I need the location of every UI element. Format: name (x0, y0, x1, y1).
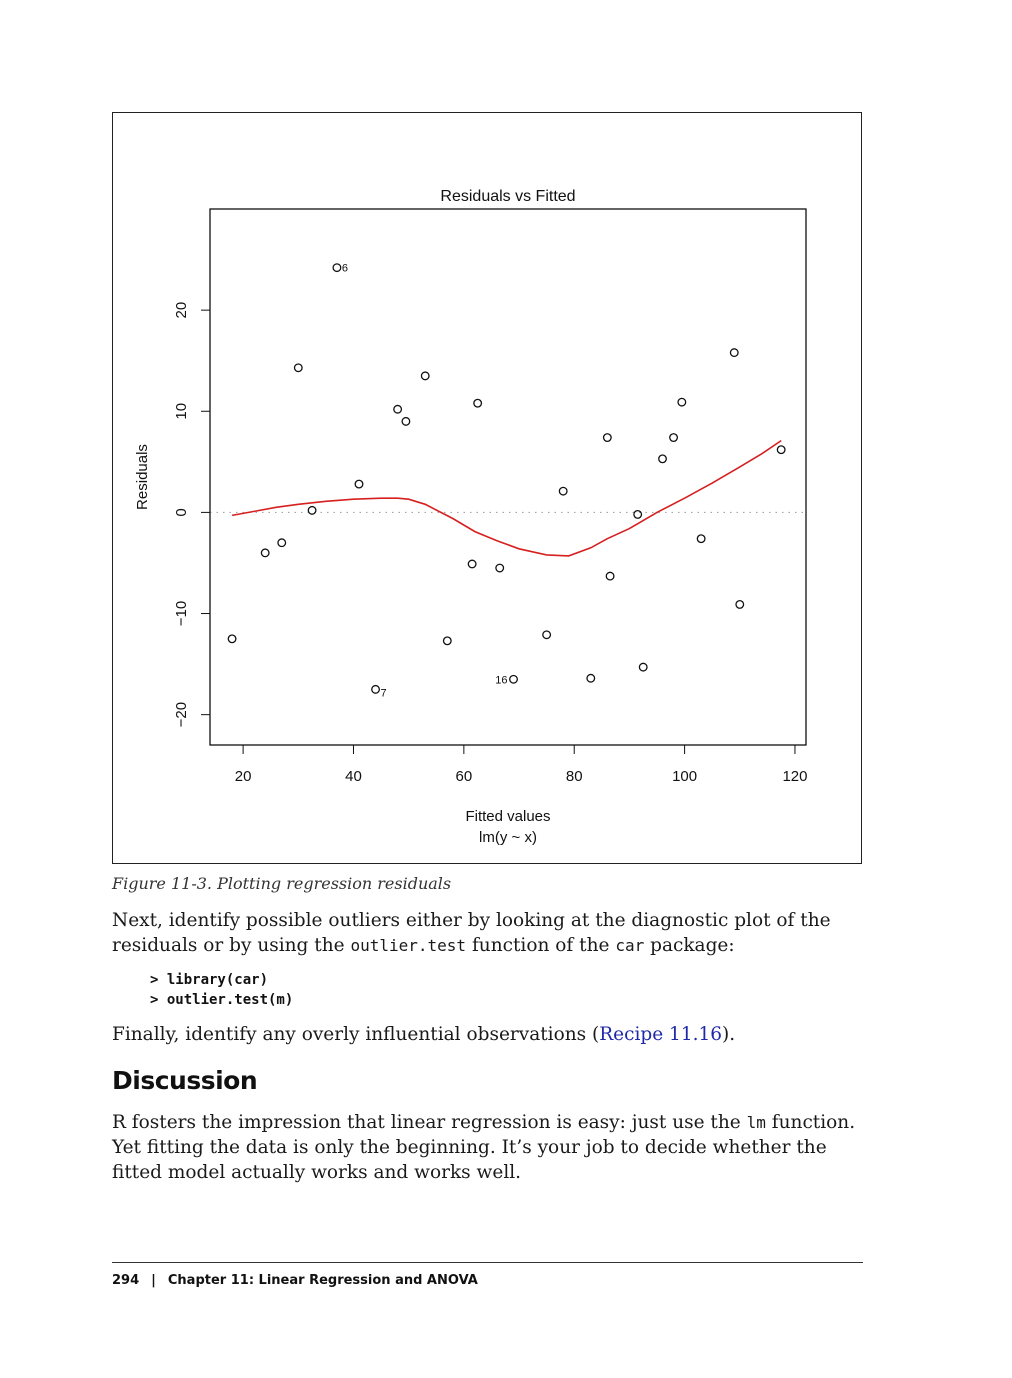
data-point (605, 571, 615, 581)
data-point (658, 454, 667, 464)
y-tick-label: −10 (173, 601, 190, 626)
code-line-library: > library(car) (150, 972, 269, 988)
x-tick-label: 100 (672, 768, 697, 785)
inline-code-lm: lm (746, 1113, 766, 1132)
footer-chapter: Chapter 11: Linear Regression and ANOVA (167, 1273, 478, 1288)
data-point (332, 263, 342, 273)
figure-frame: Residuals vs Fitted 20 40 60 80 100 120 −20 −10 0… (112, 112, 862, 864)
data-point (677, 397, 687, 407)
residuals-chart: Residuals vs Fitted 20 40 60 80 100 120 −20 −10 0… (134, 188, 807, 846)
data-point (669, 433, 679, 443)
x-tick-label: 80 (566, 768, 583, 785)
y-tick-label: −20 (173, 702, 190, 727)
code-line-outlier-test: > outlier.test(m) (150, 992, 294, 1008)
y-tick-label: 0 (173, 508, 190, 516)
data-point (586, 673, 596, 683)
x-tick-label: 20 (235, 768, 252, 785)
data-point (442, 636, 452, 646)
data-point (277, 538, 287, 548)
point-label: 6 (342, 263, 348, 275)
data-point (371, 684, 381, 694)
page-footer: 294 | Chapter 11: Linear Regression and AN… (112, 1273, 478, 1288)
data-point (509, 674, 518, 684)
y-axis-label: Residuals (134, 444, 151, 510)
inline-code-outlier-test: outlier.test (350, 936, 467, 955)
paragraph-influential: Finally, identify any overly influential… (112, 1024, 736, 1045)
data-point (354, 479, 364, 489)
data-point (293, 363, 303, 373)
data-point (495, 563, 505, 573)
data-point (393, 404, 403, 414)
lowess-smooth-line (231, 439, 782, 557)
x-tick-label: 60 (456, 768, 473, 785)
data-point (729, 348, 739, 358)
data-point (558, 486, 568, 496)
data-point (602, 433, 612, 443)
plot-area-border (209, 208, 807, 746)
chart-title: Residuals vs Fitted (440, 188, 575, 205)
page-number: 294 (112, 1273, 140, 1288)
y-tick-label: 20 (173, 302, 190, 319)
paragraph-discussion: R fosters the impression that linear reg… (112, 1112, 856, 1183)
data-point (473, 398, 483, 408)
data-point (776, 445, 786, 455)
y-tick-label: 10 (173, 403, 190, 420)
x-tick-label: 40 (345, 768, 362, 785)
data-point (260, 548, 270, 558)
x-tick-label: 120 (782, 768, 807, 785)
footer-rule (112, 1262, 863, 1263)
x-axis-label: Fitted values (465, 808, 550, 825)
data-point (633, 509, 643, 519)
data-point (735, 599, 745, 609)
data-point (542, 630, 552, 640)
data-point (227, 634, 237, 644)
point-label: 16 (495, 674, 507, 686)
data-point (401, 416, 411, 426)
data-point (696, 534, 706, 544)
figure-caption: Figure 11-3. Plotting regression residua… (112, 874, 452, 893)
paragraph-outliers: Next, identify possible outliers either … (112, 910, 831, 956)
data-point (420, 371, 430, 381)
recipe-link[interactable]: Recipe 11.16 (599, 1024, 723, 1045)
data-point (638, 662, 648, 672)
data-point (307, 505, 317, 515)
section-heading-discussion: Discussion (112, 1066, 258, 1095)
point-label: 7 (381, 687, 387, 699)
footer-separator: | (151, 1273, 156, 1288)
inline-code-car: car (615, 936, 645, 955)
x-axis-sublabel: lm(y ~ x) (479, 829, 537, 846)
data-point (467, 559, 477, 569)
